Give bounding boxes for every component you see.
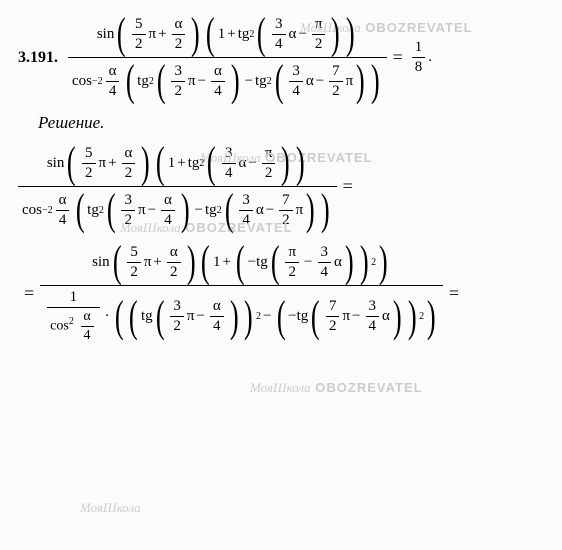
watermark: МояШкола OBOZREVATEL xyxy=(250,380,423,396)
solution-step-1: sin ( 52 π+ α2 ) ( 1+tg2 ( 34 α− π2 )) c… xyxy=(18,143,544,230)
solution-step-2: = sin ( 52 π+ α2 ) ( 1+ ( −tg ( π2 − 34 … xyxy=(18,242,544,344)
formula-lhs: sin ( 52 π+ α2 ) ( 1+tg2 ( 34 α− π2 )) c… xyxy=(68,14,432,101)
watermark: МояШкола xyxy=(80,500,141,516)
problem-number: 3.191. xyxy=(18,49,58,67)
problem-statement: 3.191. sin ( 52 π+ α2 ) ( 1+tg2 ( 34 α− … xyxy=(18,14,544,101)
solution-label: Решение. xyxy=(38,113,544,133)
